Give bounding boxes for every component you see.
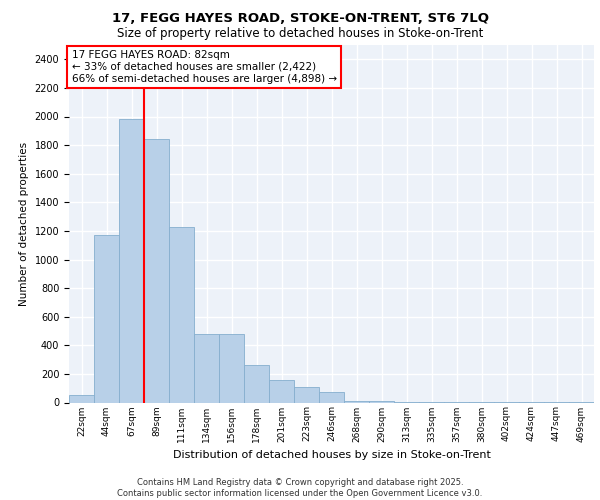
Bar	[144, 140, 169, 402]
Text: Contains HM Land Registry data © Crown copyright and database right 2025.
Contai: Contains HM Land Registry data © Crown c…	[118, 478, 482, 498]
Bar	[319, 392, 344, 402]
Bar	[219, 334, 244, 402]
Y-axis label: Number of detached properties: Number of detached properties	[19, 142, 29, 306]
Text: Size of property relative to detached houses in Stoke-on-Trent: Size of property relative to detached ho…	[117, 28, 483, 40]
Bar	[344, 401, 369, 402]
Bar	[369, 401, 394, 402]
Bar	[119, 120, 144, 403]
Bar	[294, 387, 319, 402]
Bar	[244, 364, 269, 403]
Bar	[69, 396, 94, 402]
Text: 17, FEGG HAYES ROAD, STOKE-ON-TRENT, ST6 7LQ: 17, FEGG HAYES ROAD, STOKE-ON-TRENT, ST6…	[112, 12, 488, 26]
Bar	[94, 235, 119, 402]
X-axis label: Distribution of detached houses by size in Stoke-on-Trent: Distribution of detached houses by size …	[173, 450, 490, 460]
Bar	[169, 226, 194, 402]
Bar	[194, 334, 219, 402]
Bar	[269, 380, 294, 402]
Text: 17 FEGG HAYES ROAD: 82sqm
← 33% of detached houses are smaller (2,422)
66% of se: 17 FEGG HAYES ROAD: 82sqm ← 33% of detac…	[71, 50, 337, 84]
